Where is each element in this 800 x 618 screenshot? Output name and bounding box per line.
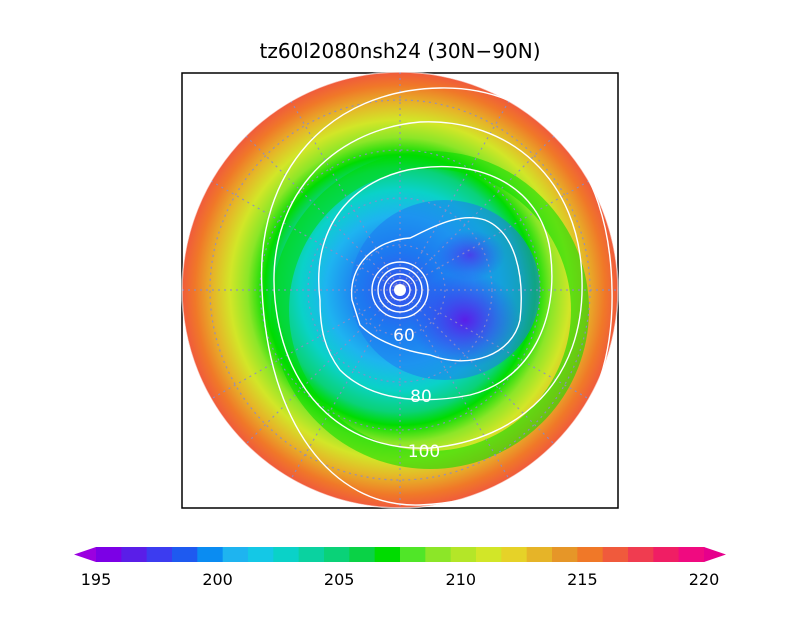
colorbar-box [273, 547, 300, 562]
green-ring-shift [271, 151, 589, 469]
colorbar-box [552, 547, 578, 562]
colorbar-box [96, 547, 122, 562]
contour-label-60: 60 [393, 326, 415, 346]
contour-outer [260, 87, 613, 506]
colorbar-tick-label: 205 [324, 570, 355, 589]
contour-inner-2 [383, 273, 417, 307]
contour-inner-4 [371, 261, 429, 319]
colorbar-box [172, 547, 198, 562]
contour-inner-3 [377, 267, 423, 313]
pole-marker [394, 284, 406, 296]
colorbar-box [374, 547, 401, 562]
colorbar-box [577, 547, 604, 562]
colorbar-tick-label: 220 [689, 570, 720, 589]
colorbar-box [298, 547, 325, 562]
colorbar-box [526, 547, 553, 562]
colorbar-box [324, 547, 350, 562]
contour-60 [350, 216, 522, 362]
contour-lines [260, 87, 613, 506]
colorbar-tick-label: 215 [567, 570, 598, 589]
cold-core [410, 272, 520, 368]
colorbar-box [222, 547, 249, 562]
colorbar-extend-high [704, 547, 726, 562]
warm-region [182, 72, 450, 280]
colorbar-box [248, 547, 274, 562]
colorbar-tick-label: 195 [81, 570, 112, 589]
cold-core-2 [435, 230, 505, 280]
map-title: tz60l2080nsh24 (30N−90N) [259, 39, 540, 63]
colorbar-box [146, 547, 173, 562]
polar-map [182, 72, 618, 508]
colorbar-box [476, 547, 502, 562]
contour-label-100: 100 [408, 442, 440, 462]
contour-80 [318, 165, 553, 401]
colorbar [74, 547, 726, 562]
colorbar-ticks: 195 200 205 210 215 220 [81, 570, 720, 589]
colorbar-box [653, 547, 680, 562]
colorbar-box [628, 547, 654, 562]
contour-100 [273, 121, 583, 449]
colorbar-tick-label: 210 [446, 570, 477, 589]
colorbar-box [400, 547, 426, 562]
colorbar-box [425, 547, 452, 562]
colorbar-tick-label: 200 [202, 570, 233, 589]
colorbar-box [501, 547, 528, 562]
contour-inner-1 [389, 279, 411, 301]
colorbar-box [602, 547, 629, 562]
contour-label-80: 80 [410, 387, 432, 407]
colorbar-extend-low [74, 547, 96, 562]
colorbar-box [197, 547, 224, 562]
colorbar-box [450, 547, 477, 562]
map-boundary [181, 71, 619, 509]
colorbar-box [678, 547, 705, 562]
colorbar-box [349, 547, 376, 562]
colorbar-box [121, 547, 148, 562]
